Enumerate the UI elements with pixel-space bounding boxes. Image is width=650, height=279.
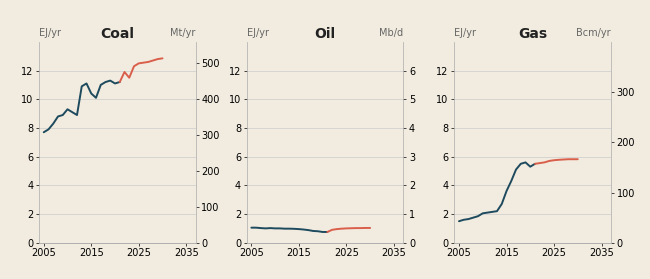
Text: Mb/d: Mb/d xyxy=(379,28,404,38)
Title: Gas: Gas xyxy=(518,27,547,41)
Title: Coal: Coal xyxy=(100,27,135,41)
Title: Oil: Oil xyxy=(315,27,335,41)
Text: Bcm/yr: Bcm/yr xyxy=(577,28,611,38)
Text: Mt/yr: Mt/yr xyxy=(170,28,196,38)
Text: EJ/yr: EJ/yr xyxy=(454,28,476,38)
Text: EJ/yr: EJ/yr xyxy=(246,28,268,38)
Text: EJ/yr: EJ/yr xyxy=(39,28,61,38)
